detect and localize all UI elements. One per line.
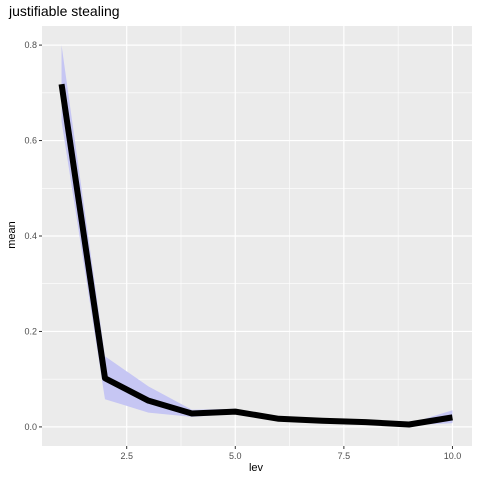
y-tick-label: 0.0 xyxy=(24,422,37,432)
x-axis: 2.5 5.0 7.5 10.0 xyxy=(120,446,461,461)
x-tick-label: 10.0 xyxy=(444,451,462,461)
x-tick-label: 2.5 xyxy=(120,451,133,461)
x-tick-label: 5.0 xyxy=(229,451,242,461)
y-tick-label: 0.6 xyxy=(24,136,37,146)
y-tick-label: 0.8 xyxy=(24,40,37,50)
y-axis: 0.0 0.2 0.4 0.6 0.8 xyxy=(24,40,42,432)
y-axis-title: mean xyxy=(6,221,18,249)
x-axis-title: lev xyxy=(249,462,264,474)
y-tick-label: 0.2 xyxy=(24,326,37,336)
y-tick-label: 0.4 xyxy=(24,231,37,241)
x-tick-label: 7.5 xyxy=(338,451,351,461)
grid-major xyxy=(42,26,472,446)
mean-line xyxy=(58,83,453,428)
chart-title: justifiable stealing xyxy=(8,3,120,19)
